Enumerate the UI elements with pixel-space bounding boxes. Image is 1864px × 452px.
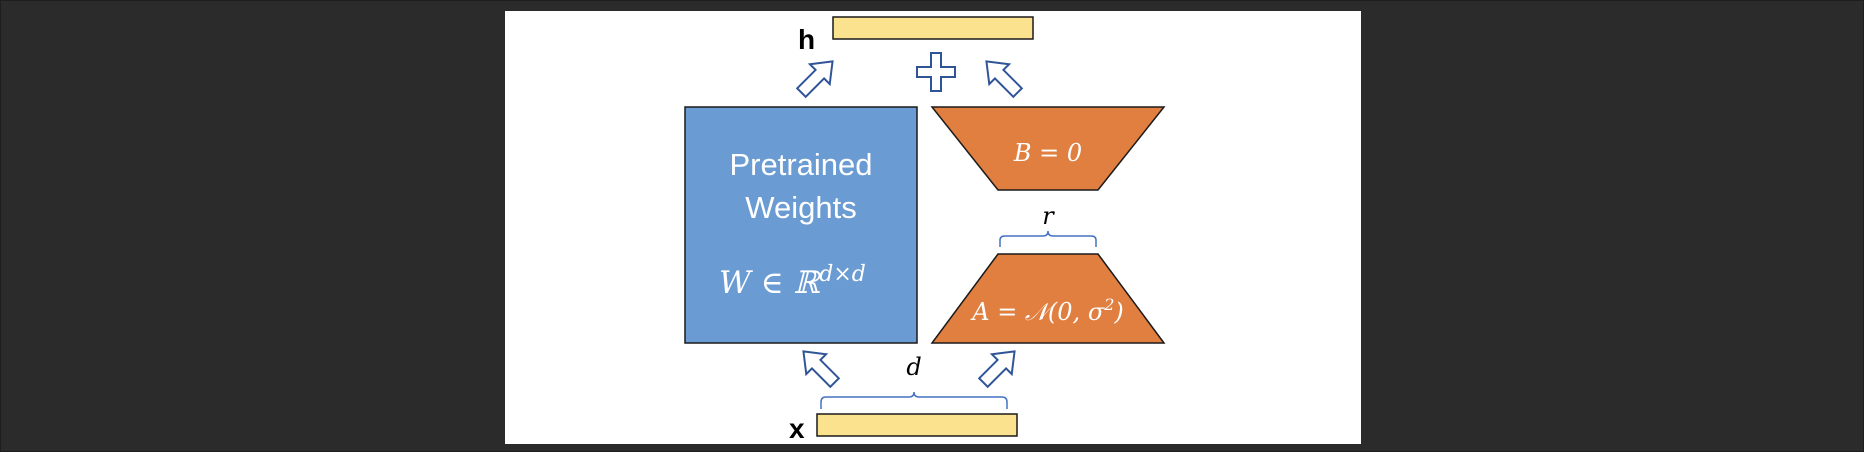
pretrained-title-line1: Pretrained [729,147,872,182]
lora-a-formula: A = 𝒩(0, σ2) [970,295,1124,326]
dim-brace [820,391,1008,409]
lora-diagram: h Pretrained Weights W ∈ ℝd×d B = 0 r [684,16,1166,444]
input-label: x [789,413,805,444]
lora-b-block [930,106,1166,191]
dim-label: d [906,353,921,381]
arrow-pretrained-to-output-icon [795,60,834,99]
arrow-input-to-pretrained-icon [802,350,841,389]
pretrained-title-line2: Weights [745,190,856,225]
lora-a-block [930,253,1166,344]
diagram-canvas: h Pretrained Weights W ∈ ℝd×d B = 0 r [505,11,1361,444]
rank-label: r [1042,202,1055,230]
output-vector [832,16,1034,40]
rank-brace [999,230,1097,247]
pretrained-weights-block [684,106,918,344]
input-vector [816,413,1018,437]
lora-b-formula: B = 0 [1013,139,1082,167]
plus-icon [916,52,956,92]
output-label: h [798,24,815,55]
arrow-input-to-lora-icon [977,350,1016,389]
pretrained-formula: W ∈ ℝd×d [719,262,866,301]
arrow-lora-to-output-icon [985,60,1024,99]
